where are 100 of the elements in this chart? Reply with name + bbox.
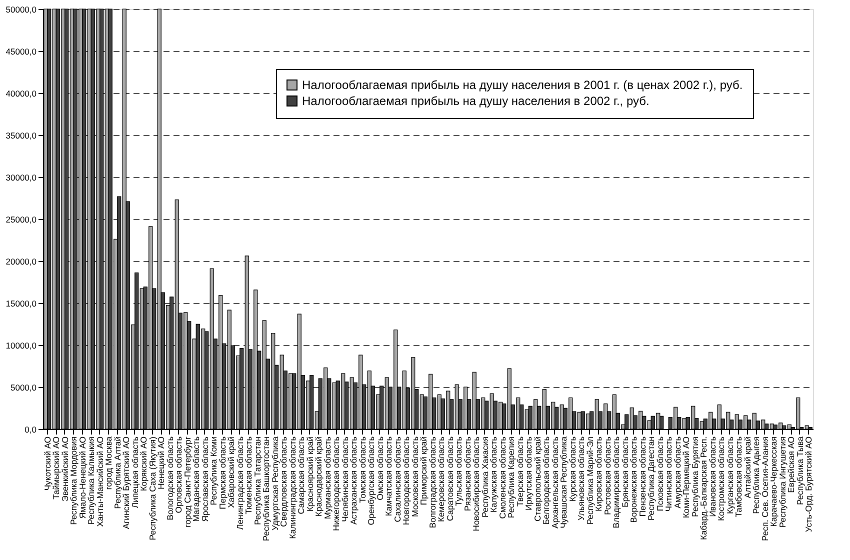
x-tick-label: Республика Саха (Якутия) — [147, 436, 158, 540]
x-tick-label: Тверская область — [514, 436, 525, 507]
x-tick-label: Рязанская область — [462, 436, 472, 512]
y-tick-label: 30000,0 — [6, 172, 37, 182]
x-tick-label: Калининградская область — [287, 436, 298, 539]
x-tick-label: Брянская область — [620, 436, 630, 508]
x-tick-label: Удмуртская Республика — [270, 436, 280, 531]
x-tick-label: Эвенкийский АО — [60, 436, 70, 502]
x-tick-label: Республика Ингушетия — [777, 436, 788, 528]
x-tick-label: Читинская область — [664, 436, 674, 512]
x-tick-label: Самарская область — [296, 436, 306, 514]
x-tick-label: Ярославская область — [200, 436, 210, 522]
x-tick-label: Ханты-Мансийский АО — [94, 436, 105, 527]
x-tick-label: Ульяновская область — [576, 436, 586, 520]
x-tick-label: Красноярский край — [304, 436, 315, 512]
x-tick-label: Коми-Пермяцкий АО — [681, 436, 692, 518]
x-tick-label: Астраханская область — [348, 436, 359, 525]
x-tick-label: Вологодская область — [164, 436, 175, 520]
x-tick-label: Смоленская область — [497, 436, 508, 519]
x-tick-label: Республика Карелия — [506, 436, 516, 518]
x-tick-label: Камчатская область — [384, 436, 394, 516]
x-tick-label: Оренбургская область — [366, 436, 376, 526]
x-tick-label: Кировская область — [594, 436, 604, 512]
x-tick-label: Еврейская АО — [786, 436, 796, 493]
x-tick-label: Республика Коми — [208, 436, 219, 506]
x-tick-label: Республика Мордовия — [68, 436, 79, 525]
x-tick-label: Нижегородская область — [331, 436, 342, 531]
y-tick-label: 35000,0 — [6, 130, 37, 140]
x-tick-label: Омская область — [374, 436, 385, 500]
x-tick-label: Кемеровская область — [436, 436, 446, 522]
y-tick-label: 50000,0 — [6, 4, 37, 14]
x-tick-label: Челябинская область — [340, 436, 350, 522]
x-tick-label: Волгоградская область — [427, 436, 438, 528]
x-tick-label: Московская область — [410, 436, 420, 517]
x-tick-label: Липецкая область — [130, 436, 140, 508]
x-tick-label: Владимирская область — [611, 436, 622, 528]
x-tick-label: город Москва — [104, 436, 114, 490]
legend-label: Налогооблагаемая прибыль на душу населения в 2002 г., руб. — [302, 94, 650, 108]
x-tick-label: Чувашская Республика — [558, 436, 569, 528]
x-tick-label: Карачаево-Черкесская — [768, 436, 779, 527]
x-tick-label: Пермская область — [217, 436, 228, 510]
x-tick-label: Усть-Орд. Бурятский АО — [804, 436, 814, 532]
y-tick-label: 0,0 — [24, 424, 37, 434]
x-tick-label: Ивановская область — [707, 436, 718, 517]
x-tick-label: Краснодарский край — [314, 436, 324, 517]
x-tick-label: Чукотский АО — [42, 436, 52, 490]
x-tick-label: Ненецкий АО — [156, 436, 166, 490]
y-tick-label: 5000,0 — [10, 382, 37, 392]
x-tick-label: Курганская область — [724, 436, 735, 514]
x-tick-label: Ленинградская область — [234, 436, 245, 530]
x-tick-label: Пензенская область — [637, 436, 648, 517]
x-tick-label: Калужская область — [488, 436, 499, 512]
x-tick-label: Сахалинская область — [392, 436, 402, 522]
x-tick-label: Корякский АО — [138, 436, 149, 492]
x-tick-label: Томская область — [357, 436, 368, 503]
x-tick-label: Республика Татарстан — [252, 436, 262, 525]
x-tick-label: Костромская область — [716, 436, 726, 521]
x-tick-label: Республика Дагестан — [646, 436, 656, 521]
x-tick-label: Магаданская область — [191, 436, 202, 522]
x-tick-label: Ставропольский край — [532, 436, 542, 522]
x-tick-label: Агинский Бурятский АО — [121, 436, 132, 530]
x-tick-label: Респ. Сев. Осетия-Алания — [760, 436, 770, 541]
x-tick-label: Ростовская область — [602, 436, 612, 516]
x-tick-label: Республика Башкортостан — [261, 436, 272, 542]
x-tick-label: Алтайский край — [742, 436, 752, 498]
x-tick-label: Тамбовская область — [734, 436, 744, 518]
x-tick-label: Тульская область — [454, 436, 464, 506]
x-tick-label: Курская область — [567, 436, 578, 502]
legend-label: Налогооблагаемая прибыль на душу населения в 2001 г. (в ценах 2002 г.), руб. — [302, 78, 743, 92]
x-tick-label: Кабард.-Балкарская Респ. — [698, 436, 709, 540]
y-tick-label: 25000,0 — [6, 214, 37, 224]
x-tick-label: Саратовская область — [444, 436, 455, 521]
x-tick-label: Мурманская область — [322, 436, 332, 520]
x-tick-label: Республика Бурятия — [690, 436, 700, 517]
x-tick-label: Республика Адыгея — [751, 436, 762, 514]
x-tick-label: Ямало-Ненецкий АО — [77, 436, 88, 519]
x-tick-label: Республика Марий-Эл — [584, 436, 595, 525]
x-tick-label: Свердловская область — [278, 436, 289, 527]
x-tick-label: Орловская область — [174, 436, 184, 514]
x-tick-label: Республика Тыва — [794, 436, 805, 505]
x-tick-label: Архангельская область — [550, 436, 560, 528]
x-tick-label: Иркутская область — [524, 436, 534, 511]
y-tick-label: 40000,0 — [6, 88, 37, 98]
x-tick-label: Республика Алтай — [112, 436, 122, 509]
x-tick-label: Белгородская область — [541, 436, 552, 525]
x-tick-label: Республика Калмыкия — [86, 436, 96, 525]
y-tick-label: 10000,0 — [6, 340, 37, 350]
x-tick-label: Воронежская область — [628, 436, 639, 523]
y-tick-label: 15000,0 — [6, 298, 37, 308]
x-tick-label: Республика Хакасия — [480, 436, 490, 518]
x-tick-label: Новосибирская область — [471, 436, 482, 532]
x-tick-label: Тюменская область — [244, 436, 254, 514]
x-tick-label: Приморский край — [418, 436, 429, 506]
y-tick-label: 45000,0 — [6, 46, 37, 56]
x-tick-label: Хабаровский край — [226, 436, 236, 508]
y-tick-label: 20000,0 — [6, 256, 37, 266]
x-tick-label: Амурская область — [672, 436, 682, 508]
x-tick-label: Псковская область — [654, 436, 665, 512]
x-tick-label: Таймырский АО — [51, 436, 62, 500]
x-tick-label: город Санкт-Петербург — [182, 436, 192, 528]
